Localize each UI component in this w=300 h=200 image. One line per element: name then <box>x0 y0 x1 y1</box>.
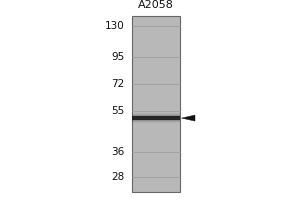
Text: 28: 28 <box>111 172 124 182</box>
Text: 95: 95 <box>111 52 124 62</box>
Text: 55: 55 <box>111 106 124 116</box>
Polygon shape <box>182 115 195 121</box>
Bar <box>132 113 180 123</box>
Bar <box>132 16 180 192</box>
Text: 130: 130 <box>105 21 124 31</box>
Bar <box>132 115 180 121</box>
Bar <box>132 114 180 122</box>
Text: A2058: A2058 <box>138 0 174 10</box>
Text: 72: 72 <box>111 79 124 89</box>
Text: 36: 36 <box>111 147 124 157</box>
Bar <box>132 116 180 120</box>
